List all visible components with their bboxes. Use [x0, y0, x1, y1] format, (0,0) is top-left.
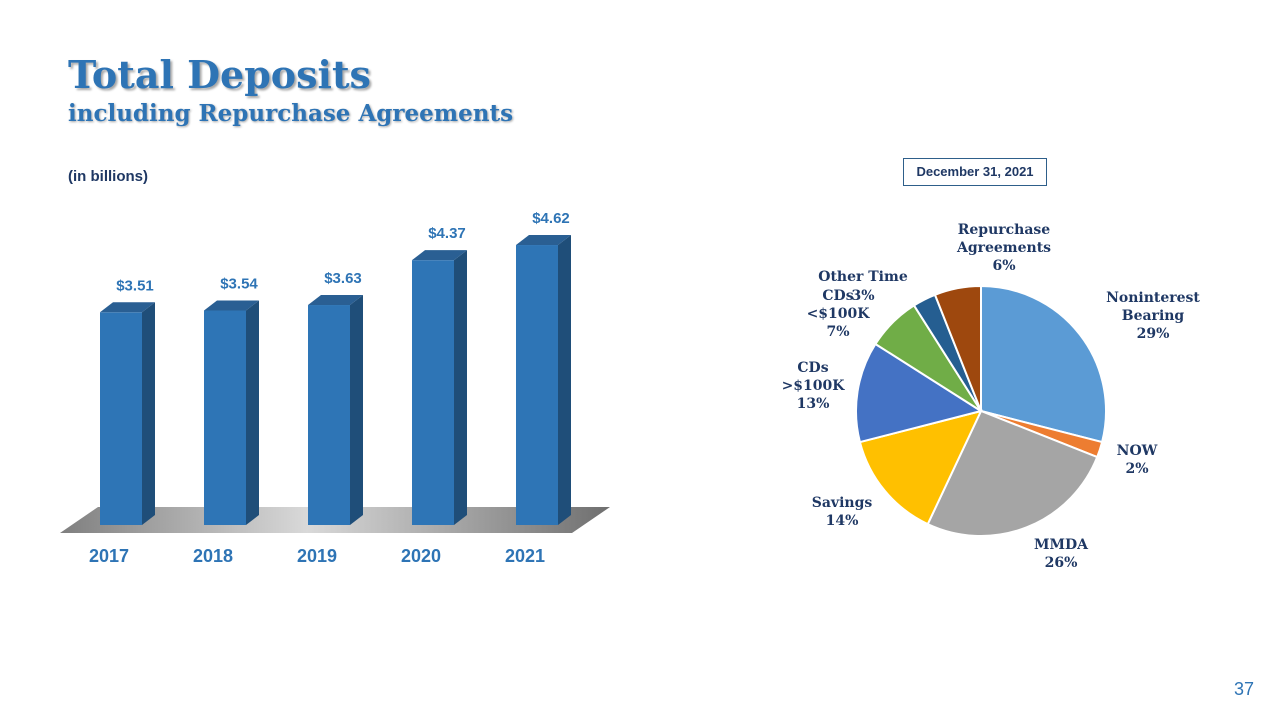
pie-slice-label: CDs <$100K [807, 288, 871, 322]
pie-slice [858, 409, 983, 526]
bar-side [246, 300, 259, 525]
pie-slice [926, 409, 1099, 537]
bar-data-label: $3.63 [324, 270, 362, 287]
bar-2018 [204, 300, 259, 525]
x-tick-label: 2019 [297, 546, 337, 566]
bar-data-label: $3.54 [220, 275, 258, 292]
date-label-box: December 31, 2021 [903, 158, 1047, 186]
bar-front [100, 312, 142, 525]
x-tick-label: 2021 [505, 546, 545, 566]
x-tick-label: 2018 [193, 546, 233, 566]
bar-top [100, 302, 155, 313]
bar-2019 [308, 295, 363, 525]
x-tick-label: 2017 [89, 546, 129, 566]
page-subtitle: including Repurchase Agreements [68, 100, 514, 127]
units-note: (in billions) [68, 168, 148, 185]
pie-slice-percent: 26% [1045, 555, 1078, 571]
bar-data-label: $3.51 [116, 277, 154, 294]
pie-slice-percent: 7% [826, 324, 849, 340]
bar-front [516, 245, 558, 525]
pie-slice-percent: 14% [826, 513, 859, 529]
bar-chart: $3.51 2017 $3.54 2018 $3.63 2019 $4.37 2020 $4.6… [60, 210, 610, 566]
pie-slice-label: Other Time [818, 269, 908, 285]
pie-slice [855, 342, 984, 444]
x-tick-label: 2020 [401, 546, 441, 566]
bar-2017 [100, 302, 155, 525]
pie-chart: Noninterest Bearing 29% NOW 2% MMDA 26% Savings… [782, 222, 1201, 571]
bar-front [308, 305, 350, 525]
pie-slice-label: MMDA [1034, 537, 1089, 553]
bar-side [350, 295, 363, 525]
pie-slice-percent: 13% [797, 396, 830, 412]
pie-slice-percent: 6% [992, 258, 1015, 274]
pie-slice [980, 284, 1107, 444]
pie-slice-label: Repurchase Agreements [956, 222, 1051, 256]
bar-top [412, 250, 467, 261]
bar-top [308, 295, 363, 306]
bar-data-label: $4.37 [428, 225, 466, 242]
pie-slice-label: Savings [812, 495, 873, 511]
pie-slice-label: Noninterest Bearing [1106, 290, 1200, 324]
pie-slice-label: NOW [1117, 443, 1158, 459]
page-number: 37 [1233, 679, 1254, 699]
pie-slice [933, 284, 982, 412]
bar-top [204, 300, 259, 311]
pie-slice-percent: 29% [1137, 326, 1170, 342]
pie-slice-percent: 3% [851, 288, 874, 304]
bar-side [142, 302, 155, 525]
bar-front [412, 260, 454, 525]
bar-side [454, 250, 467, 526]
pie-slice-label: CDs >$100K [782, 360, 846, 394]
bar-data-label: $4.62 [532, 210, 570, 227]
pie-slice-percent: 2% [1125, 461, 1148, 477]
bar-top [516, 235, 571, 246]
bar-2020 [412, 250, 467, 526]
bar-side [558, 235, 571, 525]
bar-front [204, 310, 246, 525]
bar-2021 [516, 235, 571, 525]
page-title: Total Deposits [68, 52, 371, 97]
